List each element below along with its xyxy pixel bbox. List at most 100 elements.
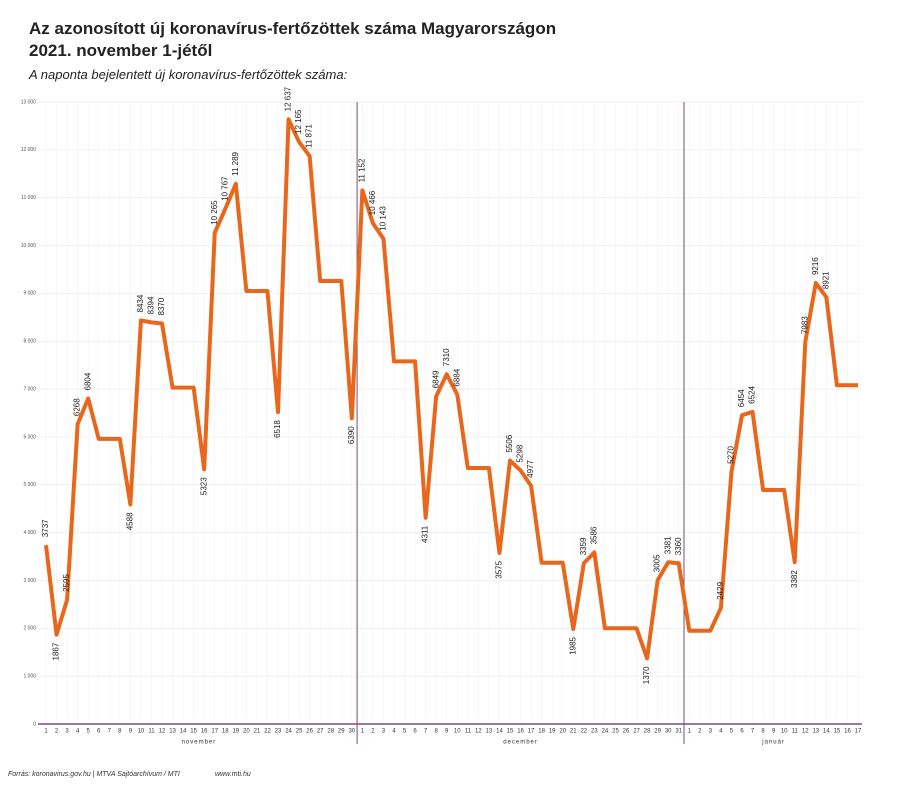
value-label: 10 767	[220, 176, 229, 201]
value-label: 3737	[41, 519, 50, 537]
x-tick-label: 17	[528, 729, 535, 735]
x-tick-label: 15	[507, 729, 514, 735]
value-label: 4588	[125, 512, 134, 530]
value-label: 9216	[811, 257, 820, 275]
x-tick-label: 20	[559, 729, 566, 735]
x-tick-label: 12	[159, 729, 166, 735]
value-label: 6268	[73, 398, 82, 416]
y-tick-label: 7 000	[23, 386, 36, 392]
x-tick-label: 29	[654, 729, 661, 735]
x-tick-label: 4	[76, 729, 80, 735]
x-tick-label: 5	[87, 729, 91, 735]
x-tick-label: 5	[403, 729, 407, 735]
value-label: 4977	[526, 460, 535, 478]
x-tick-label: 24	[602, 729, 609, 735]
value-label: 11 871	[305, 124, 314, 148]
value-label: 1985	[568, 636, 577, 654]
value-label: 5506	[505, 434, 514, 452]
x-tick-label: 30	[348, 729, 355, 735]
x-tick-label: 3	[709, 729, 713, 735]
x-tick-label: 18	[222, 729, 229, 735]
x-tick-label: 6	[740, 729, 744, 735]
chart-title: Az azonosított új koronavírus-fertőzötte…	[29, 19, 556, 38]
plot-area	[38, 102, 862, 724]
x-tick-label: 26	[623, 729, 630, 735]
y-tick-label: 1 000	[23, 673, 36, 679]
value-label: 2429	[716, 581, 725, 599]
value-label: 7310	[442, 348, 451, 366]
y-tick-label: 12 000	[21, 147, 37, 153]
x-tick-label: 10	[454, 729, 461, 735]
value-label: 12 165	[294, 109, 303, 134]
y-tick-label: 13 000	[21, 99, 37, 105]
x-tick-label: 6	[97, 729, 101, 735]
value-label: 6518	[273, 420, 282, 438]
x-tick-label: 8	[118, 729, 122, 735]
value-label: 8921	[821, 271, 830, 289]
x-tick-label: 30	[665, 729, 672, 735]
value-label: 12 637	[284, 86, 293, 111]
x-tick-label: 15	[190, 729, 197, 735]
x-tick-label: 12	[802, 729, 809, 735]
x-tick-label: 16	[844, 729, 851, 735]
value-label: 4311	[421, 525, 430, 543]
month-label: december	[503, 740, 538, 746]
x-tick-label: 8	[761, 729, 765, 735]
y-tick-label: 3 000	[23, 578, 36, 584]
x-tick-label: 9	[772, 729, 776, 735]
x-tick-label: 11	[465, 729, 472, 735]
value-label: 5323	[199, 477, 208, 495]
month-label: november	[182, 740, 217, 746]
value-label: 6804	[83, 372, 92, 390]
value-label: 8434	[136, 294, 145, 312]
x-tick-label: 14	[496, 729, 503, 735]
value-label: 1867	[52, 642, 61, 660]
x-tick-label: 15	[834, 729, 841, 735]
value-label: 10 265	[210, 200, 219, 225]
x-tick-label: 28	[327, 729, 334, 735]
x-tick-label: 21	[254, 729, 261, 735]
x-tick-label: 4	[719, 729, 723, 735]
x-tick-label: 14	[823, 729, 830, 735]
value-label: 2595	[62, 573, 71, 591]
x-tick-label: 19	[232, 729, 239, 735]
value-label: 8370	[157, 297, 166, 315]
value-label: 3359	[579, 537, 588, 555]
x-tick-label: 23	[591, 729, 598, 735]
x-tick-label: 1	[44, 729, 48, 735]
value-label: 10 143	[379, 206, 388, 231]
x-tick-label: 16	[517, 729, 524, 735]
x-tick-label: 27	[317, 729, 324, 735]
value-label: 3586	[589, 526, 598, 544]
value-label: 6390	[347, 426, 356, 444]
x-tick-label: 8	[435, 729, 439, 735]
y-tick-label: 6 000	[23, 434, 36, 440]
x-tick-label: 31	[675, 729, 682, 735]
x-tick-label: 13	[486, 729, 493, 735]
x-tick-label: 2	[371, 729, 375, 735]
value-label: 6524	[748, 386, 757, 404]
value-label: 11 289	[231, 151, 240, 175]
y-tick-label: 9 000	[23, 291, 36, 297]
x-tick-label: 27	[633, 729, 640, 735]
x-tick-label: 7	[751, 729, 755, 735]
value-label: 3575	[495, 560, 504, 578]
x-tick-label: 26	[306, 729, 313, 735]
x-tick-label: 2	[698, 729, 702, 735]
x-tick-label: 11	[792, 729, 799, 735]
value-label: 5270	[727, 446, 736, 464]
x-tick-label: 12	[475, 729, 482, 735]
x-tick-label: 7	[424, 729, 428, 735]
x-tick-label: 10	[781, 729, 788, 735]
x-tick-label: 3	[65, 729, 69, 735]
chart-title-2: 2021. november 1-jétől	[29, 41, 212, 60]
x-tick-label: 21	[570, 729, 577, 735]
y-tick-label: 2 000	[23, 626, 36, 632]
value-label: 8394	[147, 296, 156, 314]
x-tick-label: 25	[296, 729, 303, 735]
x-tick-label: 13	[812, 729, 819, 735]
source: Forrás: koronavirus.gov.hu | MTVA Sajtóa…	[8, 771, 180, 778]
x-tick-label: 9	[445, 729, 449, 735]
value-label: 6849	[431, 370, 440, 388]
